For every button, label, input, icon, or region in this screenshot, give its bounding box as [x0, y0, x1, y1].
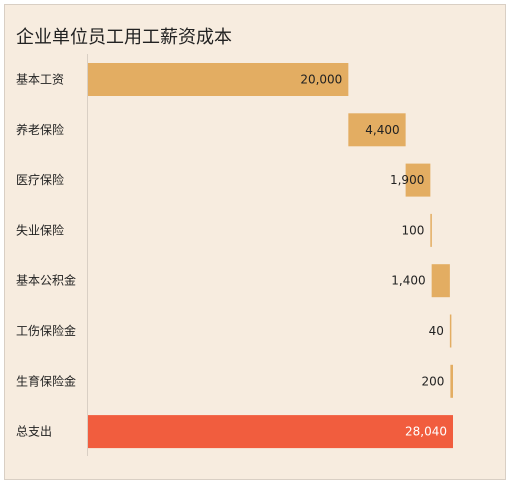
value-label-2: 1,900 [390, 173, 424, 187]
bar-1 [348, 113, 406, 147]
value-label-4: 1,400 [391, 274, 425, 288]
category-label-2: 医疗保险 [16, 172, 64, 187]
category-label-7: 总支出 [16, 425, 52, 439]
category-label-1: 养老保险 [16, 122, 64, 137]
total-bar [88, 415, 453, 449]
category-label-4: 基本公积金 [16, 273, 76, 288]
category-label-3: 失业保险 [16, 222, 64, 237]
value-label-1: 4,400 [365, 123, 399, 137]
value-label-0: 20,000 [300, 73, 342, 87]
bar-3 [430, 213, 432, 247]
category-label-0: 基本工资 [16, 73, 64, 87]
bar-4 [431, 264, 450, 298]
category-label-5: 工伤保险金 [16, 323, 76, 338]
chart-title: 企业单位员工用工薪资成本 [16, 27, 232, 48]
bar-2 [405, 163, 431, 197]
value-label-6: 200 [421, 374, 444, 388]
category-label-6: 生育保险金 [16, 373, 76, 388]
bar-6 [450, 364, 453, 398]
value-label-5: 40 [429, 324, 444, 338]
value-label-3: 100 [401, 223, 424, 237]
bar-0 [88, 63, 349, 96]
value-label-7: 28,040 [405, 425, 447, 439]
bar-5 [449, 314, 452, 348]
